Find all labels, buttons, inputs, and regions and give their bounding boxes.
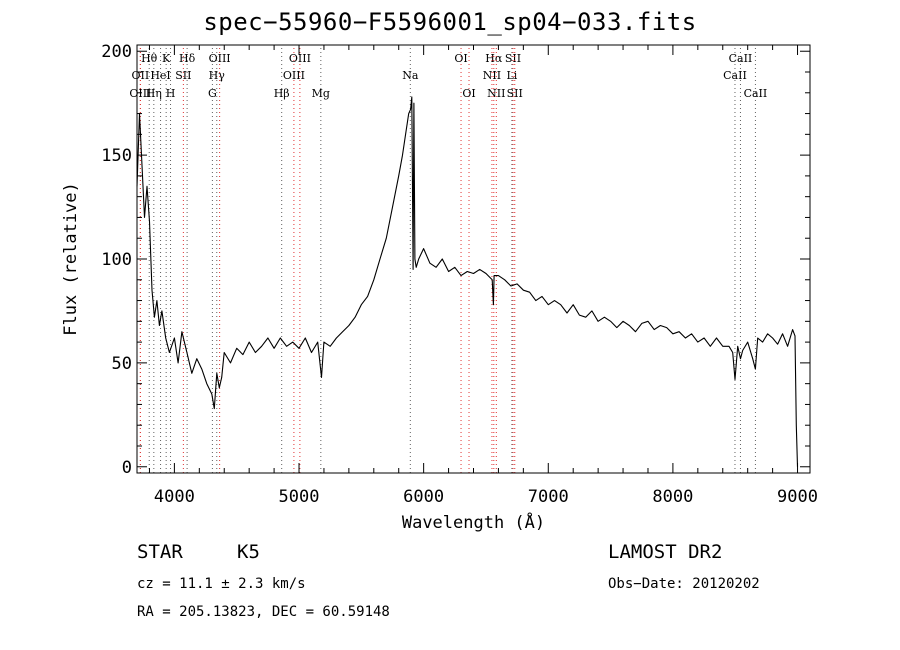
x-tick-label: 4000 xyxy=(154,487,195,507)
x-tick-label: 7000 xyxy=(528,487,569,507)
line-marker-label: CaII xyxy=(729,52,753,65)
y-tick-label: 50 xyxy=(112,354,132,374)
plot-frame xyxy=(136,44,811,474)
line-marker-label: Li xyxy=(506,69,517,82)
obs-date: Obs−Date: 20120202 xyxy=(608,576,760,592)
line-marker-label: OIII xyxy=(283,69,305,82)
y-tick-label: 150 xyxy=(101,146,132,166)
line-marker-label: HeI xyxy=(150,69,170,82)
line-marker-label: Hη xyxy=(146,87,162,100)
line-marker-label: OII xyxy=(132,69,150,82)
line-marker-label: Hγ xyxy=(209,69,226,82)
survey-name: LAMOST DR2 xyxy=(608,541,723,563)
y-axis-label: Flux (relative) xyxy=(61,182,81,336)
line-marker-label: OIII xyxy=(129,87,151,100)
line-marker-label: K xyxy=(162,52,171,65)
line-marker-label: SII xyxy=(507,87,523,100)
x-axis-label: Wavelength (Å) xyxy=(402,511,545,533)
y-tick-label: 0 xyxy=(122,458,132,478)
line-marker-label: Mg xyxy=(312,87,330,100)
line-marker-label: OI xyxy=(462,87,475,100)
line-marker-label: NII xyxy=(483,69,501,82)
line-marker-label: Hδ xyxy=(179,52,196,65)
line-marker-label: OIII xyxy=(209,52,231,65)
line-marker-label: CaII xyxy=(744,87,768,100)
line-marker-label: Na xyxy=(402,69,419,82)
line-marker-label: NII xyxy=(487,87,505,100)
y-tick-label: 100 xyxy=(101,250,132,270)
line-marker-label: CaII xyxy=(723,69,747,82)
x-tick-label: 8000 xyxy=(652,487,693,507)
line-marker-label: H xyxy=(166,87,176,100)
line-marker-label: OIII xyxy=(289,52,311,65)
x-tick-label: 9000 xyxy=(777,487,818,507)
line-marker-label: SII xyxy=(505,52,521,65)
line-marker-label: Hθ xyxy=(141,52,158,65)
line-marker-label: Hα xyxy=(485,52,503,65)
x-tick-label: 6000 xyxy=(403,487,444,507)
object-class: STAR xyxy=(137,541,183,563)
line-marker-label: SII xyxy=(175,69,191,82)
line-marker-label: OI xyxy=(454,52,467,65)
redshift-cz: cz = 11.1 ± 2.3 km/s xyxy=(137,576,306,592)
spectral-subclass: K5 xyxy=(237,541,260,563)
x-tick-label: 5000 xyxy=(279,487,320,507)
y-tick-label: 200 xyxy=(101,42,132,62)
ra-dec: RA = 205.13823, DEC = 60.59148 xyxy=(137,604,390,620)
spectrum-line xyxy=(136,96,799,467)
line-marker-label: Hβ xyxy=(274,87,290,100)
line-marker-label: G xyxy=(208,87,217,100)
chart-title: spec−55960−F5596001_sp04−033.fits xyxy=(203,8,697,36)
